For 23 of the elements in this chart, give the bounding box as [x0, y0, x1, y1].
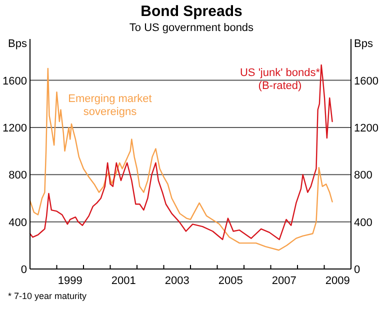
- y-tick-label: 400: [8, 216, 27, 229]
- y-tick-label: 1200: [2, 122, 27, 134]
- y-tick-label: 1600: [2, 75, 27, 88]
- chart-title: Bond Spreads: [140, 3, 242, 20]
- text: * 7-10 year maturity: [8, 291, 88, 301]
- chart-subtitle: To US government bonds: [129, 22, 254, 34]
- y2-tick-label: 0: [354, 264, 360, 276]
- x-tick-label: 1999: [58, 275, 82, 287]
- x-tick-label: 2007: [272, 275, 296, 287]
- y-tick-label: 800: [8, 170, 27, 182]
- y2-tick-label: 400: [354, 216, 372, 229]
- y2-tick-label: 800: [354, 170, 372, 182]
- series-label: US 'junk' bonds* (B-rated): [240, 67, 321, 92]
- y2-tick-label: 1600: [354, 75, 378, 88]
- series-label: Emerging market sovereigns: [68, 93, 152, 118]
- y2-axis-title: Bps: [354, 38, 374, 50]
- y-axis-title: Bps: [8, 38, 28, 50]
- x-tick-label: 2009: [325, 275, 350, 287]
- x-tick-label: 2003: [164, 275, 190, 287]
- x-tick-label: 2005: [218, 275, 243, 287]
- y-tick-label: 0: [20, 264, 27, 276]
- y2-tick-label: 1200: [354, 122, 378, 134]
- x-tick-label: 2001: [111, 275, 136, 287]
